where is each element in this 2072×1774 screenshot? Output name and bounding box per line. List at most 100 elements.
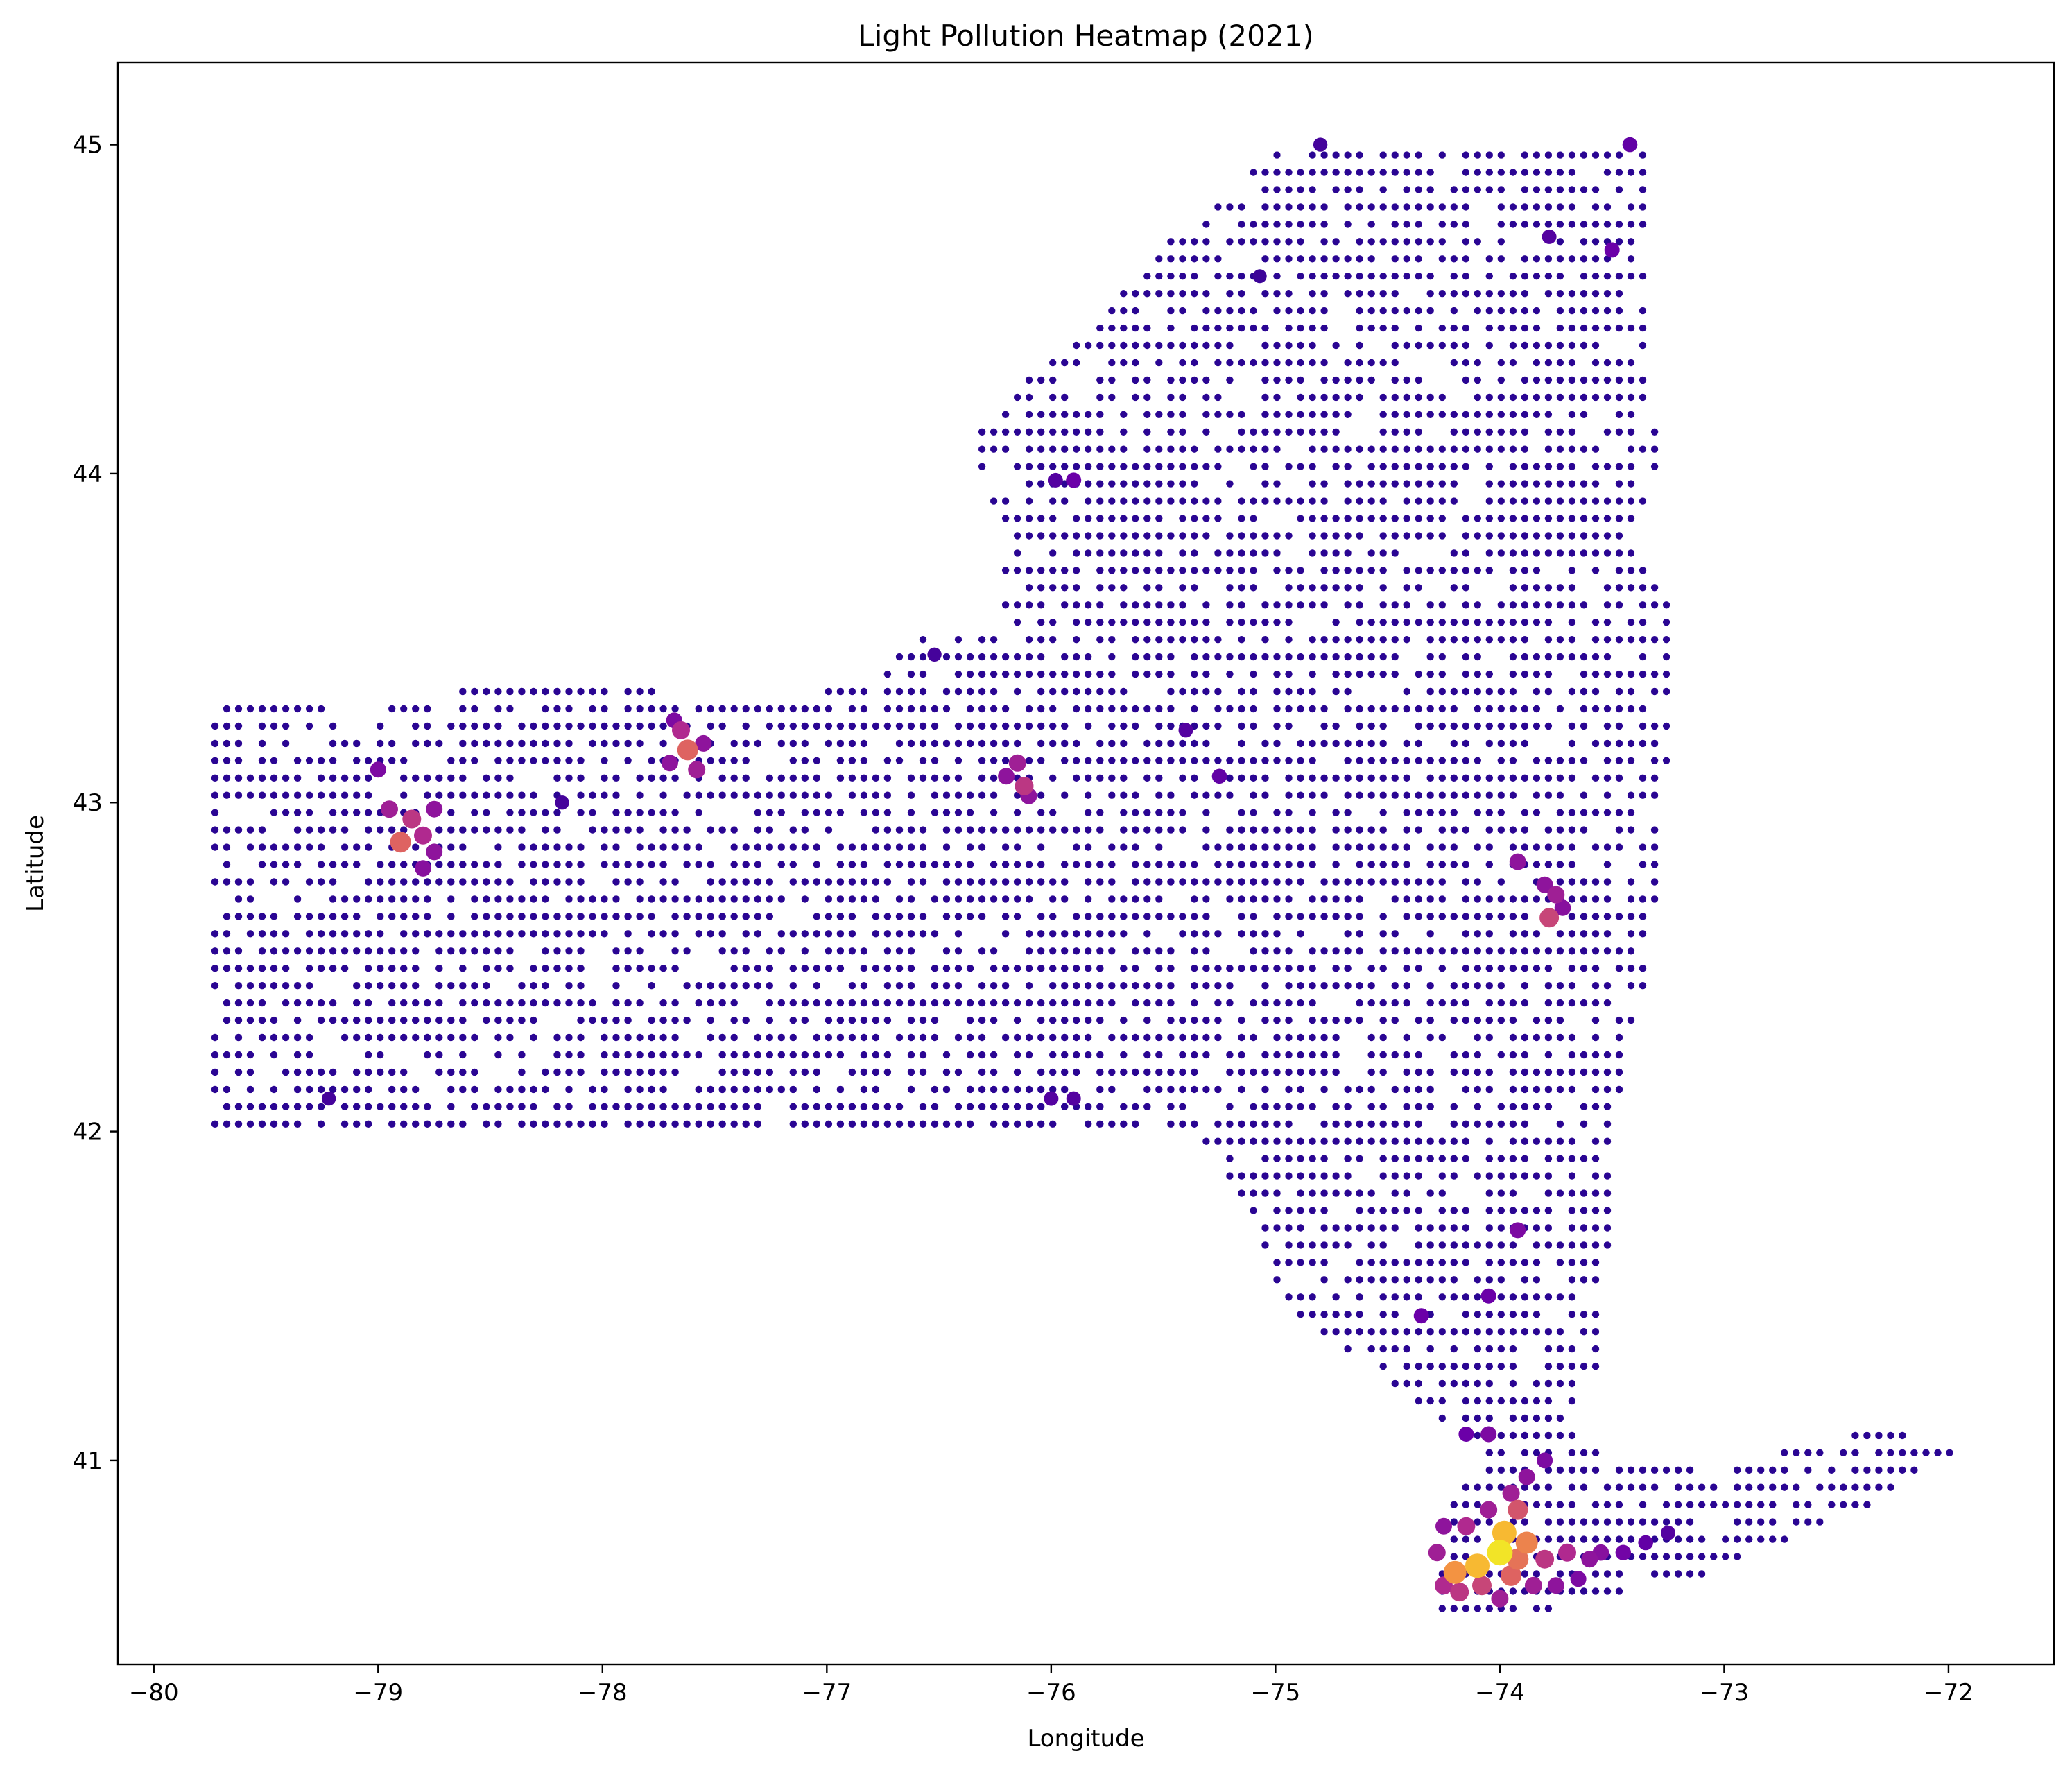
grid-point-609 (577, 999, 585, 1007)
grid-point-1905 (1179, 1103, 1186, 1111)
grid-point-2865 (1403, 947, 1410, 955)
grid-point-3971 (1603, 809, 1612, 816)
grid-point-373 (435, 826, 443, 834)
grid-point-2679 (1367, 1259, 1375, 1266)
grid-point-175 (317, 1068, 325, 1076)
grid-point-2469 (1320, 1207, 1328, 1214)
grid-point-2202 (1261, 1051, 1269, 1059)
grid-point-2475 (1320, 1085, 1328, 1094)
grid-point-2630 (1356, 1137, 1363, 1145)
grid-point-1898 (1167, 324, 1175, 332)
grid-point-628 (589, 1016, 596, 1024)
grid-point-2522 (1332, 1172, 1340, 1180)
grid-point-4015 (1615, 965, 1623, 972)
grid-point-834 (718, 1120, 726, 1128)
grid-point-2560 (1332, 273, 1340, 280)
grid-point-4043 (1615, 324, 1623, 332)
grid-point-178 (317, 965, 325, 972)
grid-point-84 (258, 930, 266, 938)
grid-point-2528 (1332, 1033, 1340, 1042)
grid-point-3310 (1485, 687, 1493, 696)
grid-point-1263 (954, 687, 962, 696)
grid-point-2971 (1426, 1155, 1434, 1162)
grid-point-150 (293, 774, 302, 782)
grid-point-3215 (1474, 1328, 1481, 1336)
grid-point-2402 (1297, 221, 1304, 228)
grid-point-523 (530, 1033, 537, 1042)
grid-point-3838 (1580, 1103, 1588, 1111)
grid-point-1498 (1049, 670, 1057, 678)
grid-point-2805 (1391, 999, 1399, 1007)
hotspot-point-46 (1428, 1544, 1446, 1562)
grid-point-999 (813, 930, 821, 938)
grid-point-2936 (1415, 670, 1422, 678)
grid-point-1145 (895, 895, 904, 903)
grid-point-1556 (1073, 965, 1080, 972)
grid-point-331 (412, 965, 420, 972)
grid-point-2084 (1226, 653, 1234, 661)
grid-point-2523 (1332, 1137, 1340, 1145)
grid-point-3920 (1591, 636, 1600, 644)
grid-point-4216 (1781, 1535, 1788, 1543)
grid-point-4109 (1639, 739, 1647, 748)
grid-point-1255 (954, 861, 962, 868)
grid-point-3791 (1568, 687, 1576, 696)
grid-point-3554 (1533, 1397, 1541, 1405)
grid-point-2386 (1297, 584, 1304, 592)
grid-point-3788 (1568, 757, 1576, 765)
grid-point-4190 (1710, 1501, 1718, 1508)
grid-point-1054 (848, 1016, 856, 1024)
grid-point-1012 (825, 1051, 833, 1059)
grid-point-3769 (1568, 1155, 1576, 1162)
grid-point-2722 (1367, 238, 1375, 246)
chart-title: Light Pollution Heatmap (2021) (858, 19, 1313, 53)
grid-point-864 (730, 913, 738, 920)
grid-point-3382 (1497, 497, 1505, 505)
grid-point-1636 (1096, 826, 1104, 834)
grid-point-2593 (1344, 739, 1352, 748)
grid-point-921 (766, 982, 774, 990)
grid-point-423 (471, 999, 478, 1007)
grid-point-2196 (1261, 1155, 1269, 1162)
grid-point-3356 (1497, 1120, 1505, 1128)
grid-point-2939 (1415, 567, 1422, 574)
grid-point-954 (789, 1033, 797, 1042)
grid-point-166 (305, 826, 313, 834)
grid-point-816 (707, 1120, 714, 1128)
grid-point-1422 (1025, 722, 1033, 730)
grid-point-225 (353, 1120, 361, 1128)
grid-point-287 (388, 1016, 396, 1024)
grid-point-2924 (1415, 965, 1422, 972)
grid-point-872 (730, 757, 738, 765)
grid-point-4001 (1603, 169, 1612, 176)
grid-point-1476 (1037, 376, 1045, 384)
grid-point-619 (577, 809, 585, 816)
grid-point-2733 (1379, 1241, 1387, 1249)
grid-point-2239 (1261, 203, 1269, 211)
grid-point-1815 (1143, 376, 1151, 384)
grid-point-1684 (1108, 636, 1116, 644)
grid-point-3729 (1556, 463, 1564, 470)
grid-point-3036 (1438, 965, 1446, 972)
grid-point-1193 (919, 826, 927, 834)
y-tick-label: 44 (73, 460, 103, 488)
grid-point-2494 (1320, 567, 1328, 574)
grid-point-2222 (1261, 549, 1269, 557)
grid-point-1804 (1143, 567, 1151, 574)
grid-point-1627 (1096, 1016, 1104, 1024)
grid-point-1165 (907, 930, 915, 938)
grid-point-1198 (919, 705, 927, 713)
grid-point-1334 (990, 739, 998, 748)
grid-point-1348 (1001, 999, 1010, 1007)
grid-point-3019 (1438, 1414, 1446, 1422)
grid-point-3121 (1450, 428, 1458, 436)
grid-point-603 (565, 687, 573, 696)
grid-point-2482 (1320, 913, 1328, 920)
grid-point-3128 (1450, 273, 1458, 280)
hotspot-point-33 (998, 768, 1015, 785)
grid-point-4063 (1627, 895, 1635, 903)
grid-point-125 (282, 861, 290, 868)
grid-point-1078 (860, 999, 868, 1007)
grid-point-934 (777, 1085, 786, 1094)
grid-point-729 (648, 1016, 655, 1024)
